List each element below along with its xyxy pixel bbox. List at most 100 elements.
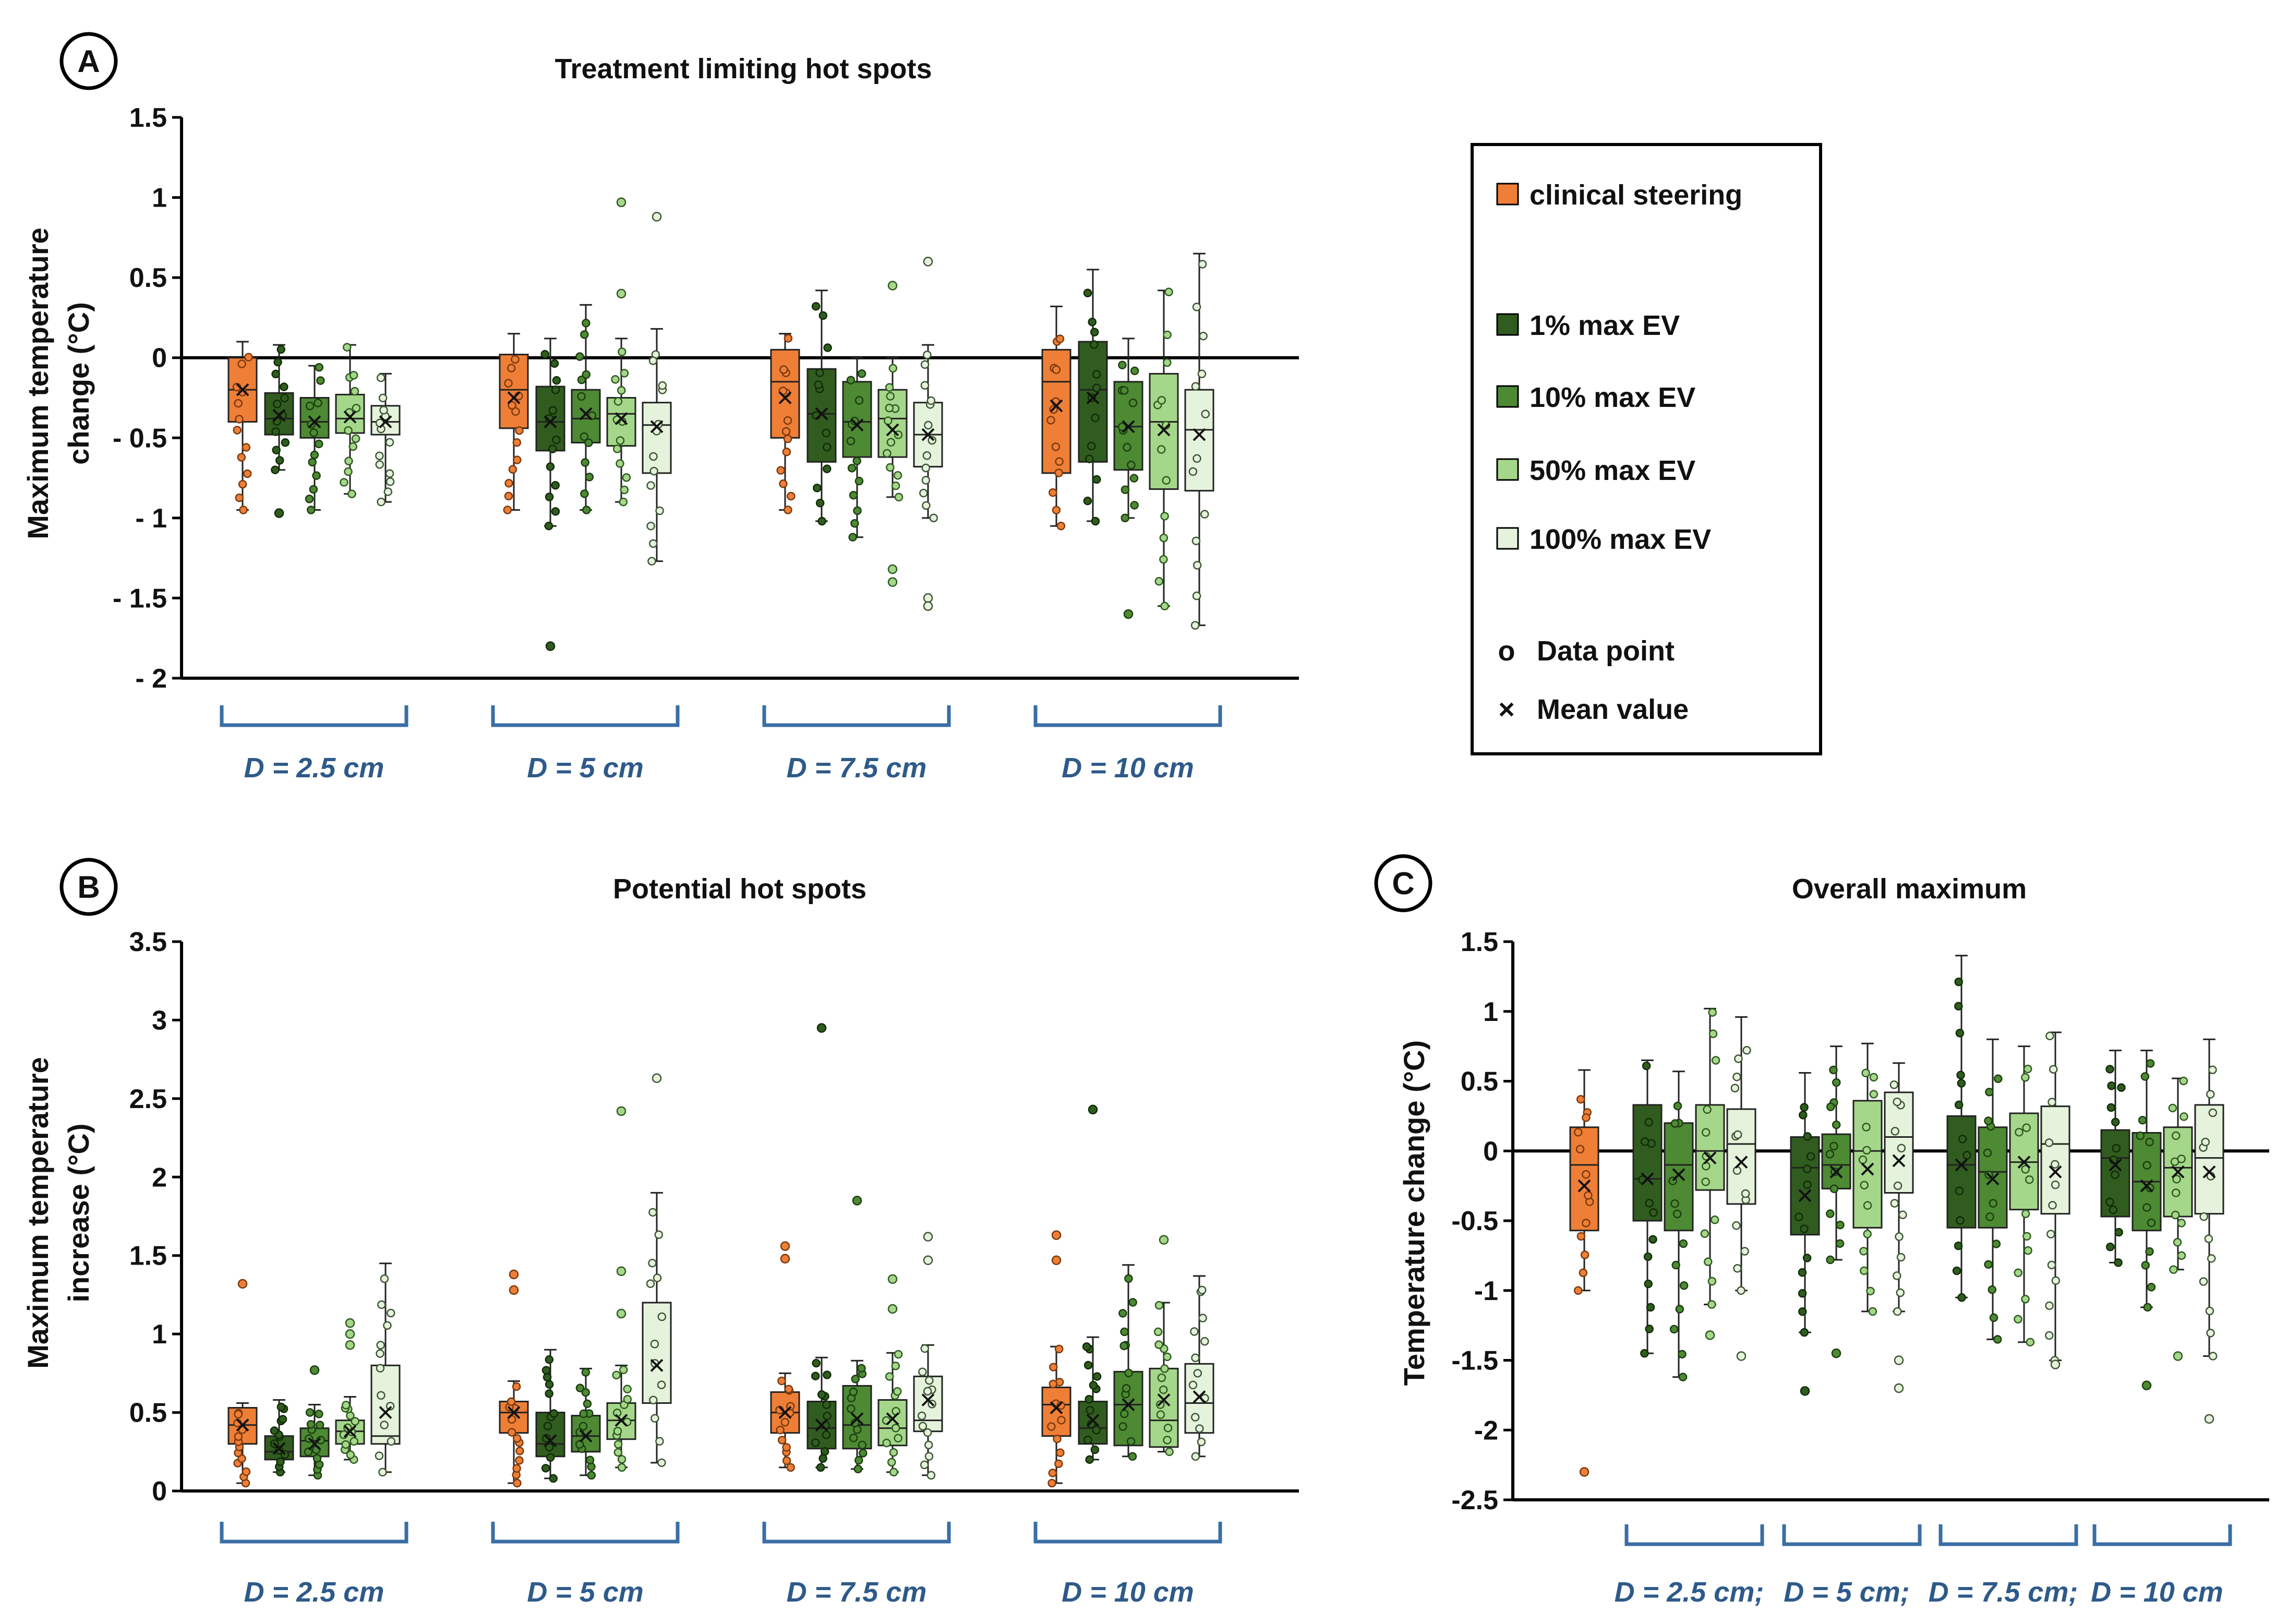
mean-marker [1122,420,1135,434]
data-point [542,1434,551,1443]
mean-marker [1577,1179,1591,1193]
data-point [811,1372,820,1380]
panel-c-group-label: D = 10 cm [2091,1577,2223,1608]
data-point [1826,1255,1835,1265]
panel-c-ytick-label: -1.5 [1451,1346,1498,1376]
panel-a-ylabel-line-2: change (°C) [62,302,95,465]
data-point [1800,1328,1809,1337]
data-point [1573,1286,1583,1295]
data-point [1085,1394,1093,1404]
data-point [822,428,831,438]
data-point [2208,1108,2218,1117]
data-point [2146,1059,2155,1068]
data-point [1893,1097,1901,1106]
mean-marker [1193,428,1206,441]
panel-a-ytick-label: 0 [152,343,167,374]
iqr-box [499,354,529,429]
data-point [1954,977,1963,987]
data-point [238,479,247,489]
data-point [2173,1238,2182,1247]
data-point [1868,1307,1877,1316]
panel-c-ytick-label: -2 [1474,1415,1498,1446]
data-point [2047,1260,2056,1270]
panel-b-group-label: D = 7.5 cm [787,1577,927,1608]
data-point [280,382,288,391]
data-point [2207,1254,2216,1263]
data-point [1710,1215,1719,1224]
data-point [508,465,517,474]
data-point [347,489,356,499]
data-point [923,1428,932,1437]
data-point [2199,1277,2208,1286]
data-point [270,1426,279,1435]
data-point [1701,1128,1711,1137]
data-point [617,386,626,395]
panel-c-g2-box-plot [1821,1045,1851,1358]
data-point [380,1274,389,1283]
data-point [782,1456,791,1465]
iqr-box [1946,1115,1977,1229]
data-point [2138,1115,2147,1125]
data-point [1988,1285,1997,1294]
data-point [1057,1415,1066,1425]
data-point [850,416,859,426]
iqr-box [1569,1126,1599,1232]
data-point [543,1422,552,1430]
data-point [314,399,322,407]
data-point [857,369,866,378]
mean-marker [544,415,557,428]
data-point [889,1448,898,1457]
data-point [584,438,593,448]
data-point [1640,1349,1649,1358]
data-point [1679,1281,1689,1290]
data-point [386,477,395,486]
data-point [854,396,864,405]
data-point [818,1454,827,1463]
panel-b: B Potential hot spots Maximum temperatur… [21,858,1299,1608]
data-point [657,1380,666,1389]
data-point [822,1430,831,1439]
data-point [847,1404,856,1413]
data-point [1989,1199,1997,1208]
data-point [549,1474,558,1483]
data-point [777,1376,786,1386]
panel-c-group-bracket [1782,1524,1922,1546]
data-point [920,381,930,390]
data-point [1798,1268,1807,1277]
data-point [582,506,591,514]
data-point [1129,474,1139,483]
outlier-point [2050,1360,2061,1369]
data-point [385,469,394,478]
iqr-box [1726,1108,1756,1205]
data-point [237,453,246,462]
mean-marker [921,1393,935,1406]
data-point [1164,287,1173,296]
panel-c-ytick-label: 0.5 [1461,1067,1498,1097]
data-point [376,1341,385,1350]
panel-c-group-bracket [2092,1524,2232,1546]
panel-a-g2-box-plot [606,197,636,507]
mean-marker [343,1425,357,1438]
data-point [818,311,828,320]
data-point [1118,360,1127,369]
data-point [1156,1410,1165,1419]
panel-b-g3-box-plot [770,1241,800,1472]
panel-c-group-label: D = 7.5 cm; [1929,1577,2078,1608]
data-point [619,1365,628,1375]
data-point [2051,1180,2060,1189]
data-point [1644,1118,1653,1127]
data-point [507,1428,516,1437]
data-point [655,506,664,515]
data-point [2172,1175,2181,1184]
panel-a-g4-box-plot [1149,287,1179,611]
data-point [1582,1219,1591,1228]
iqr-box [1821,1133,1851,1189]
data-point [273,400,282,408]
data-point [1162,476,1171,485]
panel-a-g3-box-plot [806,290,837,526]
data-point [655,1437,664,1446]
data-point [2045,1031,2054,1041]
data-point [1055,334,1065,343]
data-point [811,302,821,311]
data-point [1734,1054,1743,1063]
